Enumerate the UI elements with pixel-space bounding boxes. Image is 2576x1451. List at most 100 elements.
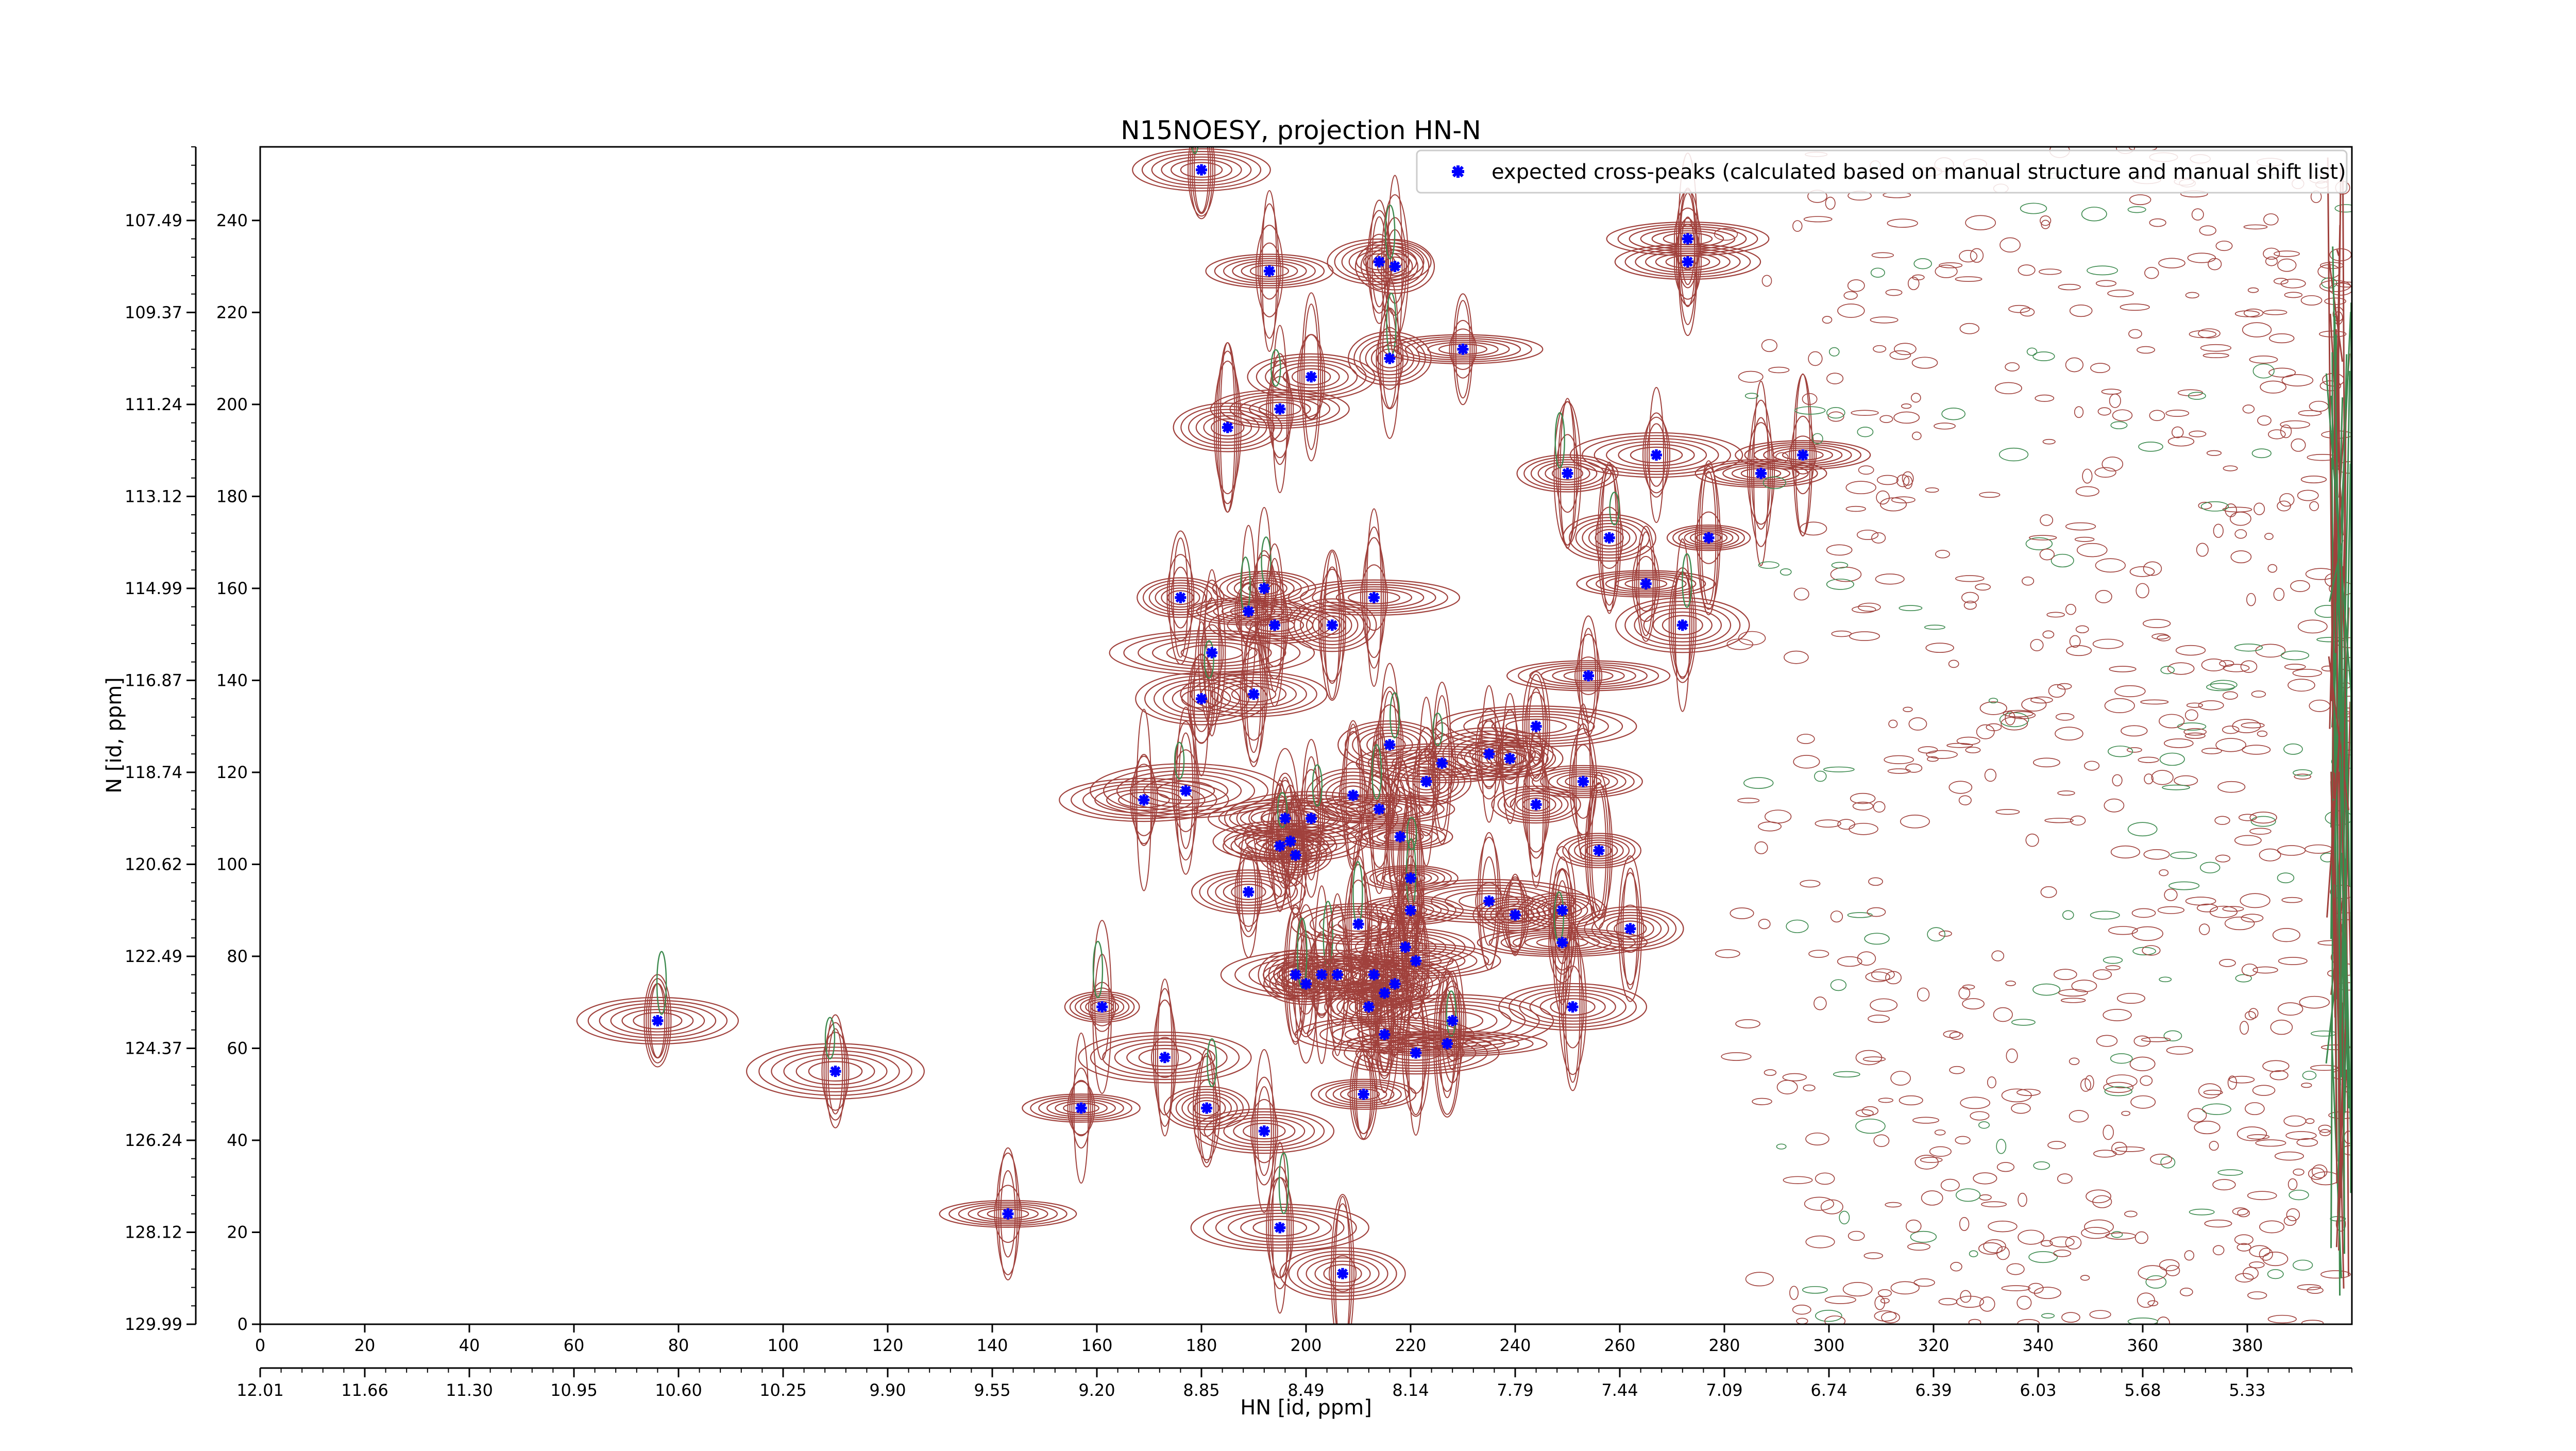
- expected-peak-marker: [1651, 449, 1662, 461]
- expected-peak-marker: [1274, 840, 1285, 852]
- x-ppm-tick-label: 7.79: [1497, 1380, 1533, 1400]
- expected-peak-marker: [1379, 1029, 1390, 1040]
- legend-marker: [1452, 165, 1464, 178]
- y-ppm-tick-label: 116.87: [125, 670, 182, 690]
- x-ppm-tick-label: 9.20: [1078, 1380, 1115, 1400]
- expected-peak-marker: [1442, 1038, 1453, 1050]
- y-ppm-tick-label: 111.24: [125, 395, 182, 414]
- y-ppm-tick-label: 107.49: [125, 211, 182, 230]
- expected-peak-marker: [1175, 592, 1186, 603]
- expected-peak-marker: [1389, 261, 1401, 272]
- expected-peak-marker: [1384, 353, 1395, 364]
- x-index-tick-label: 300: [1813, 1336, 1844, 1355]
- expected-peak-marker: [830, 1066, 841, 1077]
- x-ppm-tick-label: 11.30: [446, 1380, 493, 1400]
- expected-peak-marker: [1593, 845, 1604, 856]
- expected-peak-marker: [1300, 978, 1312, 990]
- expected-peak-marker: [652, 1015, 663, 1026]
- x-index-tick-label: 120: [872, 1336, 903, 1355]
- y-axis-label: N [id, ppm]: [103, 677, 126, 794]
- expected-peak-marker: [1410, 1047, 1421, 1058]
- expected-peak-marker: [1306, 371, 1317, 382]
- y-index-tick-label: 220: [216, 302, 248, 322]
- expected-peak-marker: [1389, 978, 1401, 990]
- expected-peak-marker: [1290, 969, 1301, 981]
- y-ppm-tick-label: 129.99: [125, 1314, 182, 1334]
- expected-peak-marker: [1405, 872, 1416, 884]
- expected-peak-marker: [1353, 919, 1364, 930]
- expected-peak-marker: [1640, 578, 1652, 589]
- expected-peak-marker: [1201, 1103, 1212, 1114]
- expected-peak-marker: [1159, 1052, 1171, 1063]
- x-index-tick-label: 60: [564, 1336, 585, 1355]
- x-ppm-tick-label: 5.68: [2124, 1380, 2161, 1400]
- x-index-tick-label: 340: [2022, 1336, 2054, 1355]
- expected-peak-marker: [1274, 1222, 1285, 1234]
- expected-peak-marker: [1703, 532, 1715, 544]
- expected-peak-marker: [1583, 670, 1594, 682]
- expected-peak-marker: [1483, 896, 1495, 907]
- x-ppm-tick-label: 12.01: [236, 1380, 284, 1400]
- expected-peak-marker: [1316, 969, 1327, 981]
- expected-peak-marker: [1290, 850, 1301, 861]
- chart-title: N15NOESY, projection HN-N: [1121, 115, 1481, 145]
- x-ppm-tick-label: 9.90: [869, 1380, 906, 1400]
- expected-peak-marker: [1259, 583, 1270, 594]
- x-index-tick-label: 0: [255, 1336, 265, 1355]
- x-ppm-tick-label: 6.74: [1810, 1380, 1847, 1400]
- expected-peak-marker: [1332, 969, 1343, 981]
- x-ppm-tick-label: 6.39: [1915, 1380, 1952, 1400]
- expected-peak-marker: [1755, 468, 1767, 479]
- expected-peak-marker: [1337, 1268, 1348, 1279]
- expected-peak-marker: [1327, 619, 1338, 631]
- y-ppm-tick-label: 124.37: [125, 1038, 182, 1058]
- y-ppm-tick-label: 128.12: [125, 1222, 182, 1242]
- y-index-tick-label: 40: [227, 1131, 248, 1150]
- x-index-tick-label: 320: [1918, 1336, 1949, 1355]
- x-index-tick-label: 380: [2231, 1336, 2263, 1355]
- expected-peak-marker: [1567, 1001, 1579, 1013]
- expected-peak-marker: [1274, 403, 1285, 415]
- x-index-tick-label: 280: [1708, 1336, 1740, 1355]
- expected-peak-marker: [1531, 799, 1542, 810]
- expected-peak-marker: [1196, 164, 1207, 176]
- expected-peak-marker: [1436, 757, 1448, 769]
- expected-peak-marker: [1206, 647, 1217, 659]
- expected-peak-marker: [1279, 813, 1291, 824]
- x-index-tick-label: 200: [1290, 1336, 1321, 1355]
- y-ppm-tick-label: 126.24: [125, 1131, 182, 1150]
- expected-peak-marker: [1368, 592, 1380, 603]
- y-index-tick-label: 120: [216, 763, 248, 782]
- expected-peak-marker: [1400, 941, 1411, 953]
- x-index-tick-label: 260: [1604, 1336, 1635, 1355]
- x-axis-label: HN [id, ppm]: [1240, 1396, 1372, 1420]
- x-ppm-tick-label: 5.33: [2229, 1380, 2265, 1400]
- expected-peak-marker: [1483, 748, 1495, 760]
- expected-peak-marker: [1180, 785, 1192, 797]
- x-ppm-tick-label: 10.60: [655, 1380, 702, 1400]
- expected-peak-marker: [1347, 790, 1359, 801]
- expected-peak-marker: [1374, 803, 1385, 815]
- expected-peak-marker: [1682, 256, 1693, 267]
- x-ppm-tick-label: 8.85: [1183, 1380, 1219, 1400]
- expected-peak-marker: [1003, 1208, 1014, 1220]
- x-index-tick-label: 220: [1395, 1336, 1426, 1355]
- expected-peak-marker: [1138, 795, 1149, 806]
- expected-peak-marker: [1556, 937, 1568, 948]
- legend-series-label: expected cross-peaks (calculated based o…: [1492, 160, 2346, 184]
- expected-peak-marker: [1379, 987, 1390, 999]
- x-ppm-tick-label: 7.09: [1706, 1380, 1742, 1400]
- y-index-tick-label: 180: [216, 486, 248, 506]
- expected-peak-marker: [1504, 753, 1516, 764]
- legend: expected cross-peaks (calculated based o…: [1417, 150, 2347, 193]
- x-index-tick-label: 80: [668, 1336, 689, 1355]
- x-ppm-tick-label: 9.55: [974, 1380, 1010, 1400]
- y-ppm-tick-label: 113.12: [125, 486, 182, 506]
- expected-peak-marker: [1196, 693, 1207, 704]
- expected-peak-marker: [1458, 344, 1469, 355]
- x-index-tick-label: 160: [1081, 1336, 1112, 1355]
- expected-peak-marker: [1562, 468, 1573, 479]
- expected-peak-marker: [1510, 909, 1521, 921]
